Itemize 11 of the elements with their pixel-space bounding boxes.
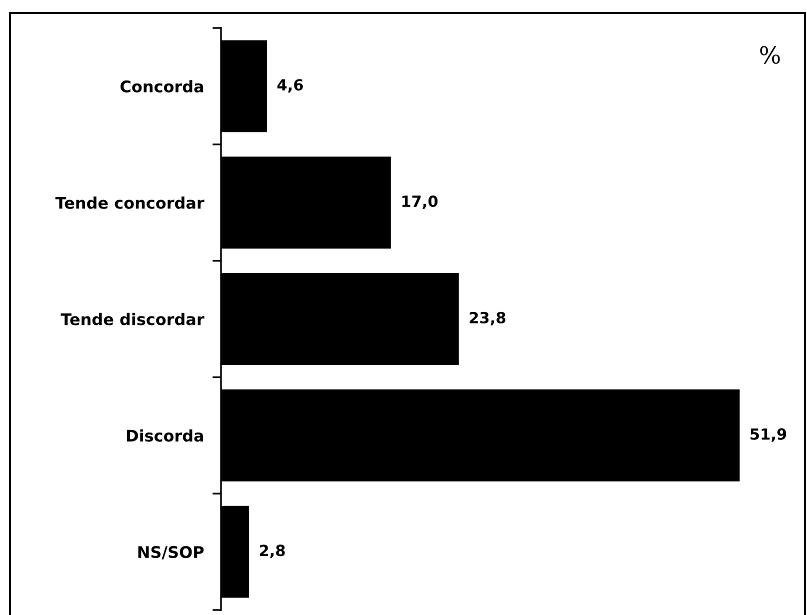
y-tick-label: Concorda xyxy=(120,80,204,92)
data-label: 4,6 xyxy=(277,79,303,93)
data-label: 51,9 xyxy=(750,428,786,442)
data-label: 2,8 xyxy=(260,544,285,558)
y-tick-label: Tende discordar xyxy=(60,312,204,326)
text: % xyxy=(760,46,780,64)
y-tick-label: Tende concordar xyxy=(55,196,204,209)
y-tick-label: Discorda xyxy=(127,429,204,442)
y-tick-label: NS/SOP xyxy=(138,546,204,560)
data-label: 17,0 xyxy=(402,195,438,209)
data-label: 23,8 xyxy=(470,312,506,326)
